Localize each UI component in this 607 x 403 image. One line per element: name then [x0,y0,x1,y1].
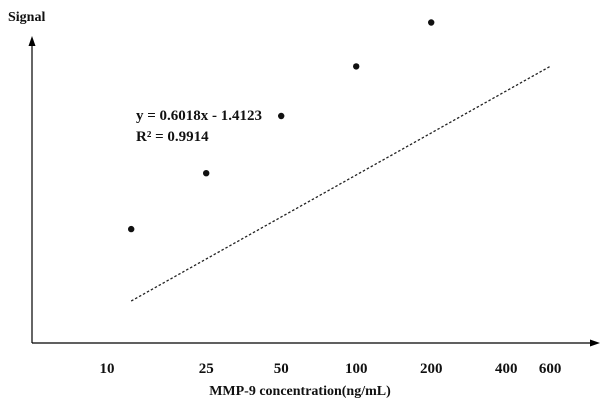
y-axis-title: Signal [8,10,45,25]
x-tick-label: 600 [539,361,562,377]
x-axis-title: MMP-9 concentration(ng/mL) [209,384,391,399]
x-axis-arrow-icon [590,339,600,347]
x-tick-label: 200 [420,361,443,377]
y-axis-arrow-icon [28,36,36,46]
trendline [130,65,551,302]
data-point [278,112,285,120]
x-tick-label: 100 [345,361,368,377]
data-point [353,63,360,70]
x-tick-label: 50 [274,361,289,377]
data-points [128,19,435,233]
x-tick-label: 25 [199,361,214,377]
x-tick-label: 10 [100,361,115,377]
data-point [203,170,210,177]
data-point [128,225,135,233]
r-squared-label: R² = 0.9914 [136,129,209,145]
regression-equation: y = 0.6018x - 1.4123 [136,108,262,124]
x-tick-label: 400 [495,361,518,377]
plot-axes [28,36,600,347]
x-tick-labels: 10 25 50 100 200 400 600 [100,361,562,377]
data-point [428,19,435,26]
